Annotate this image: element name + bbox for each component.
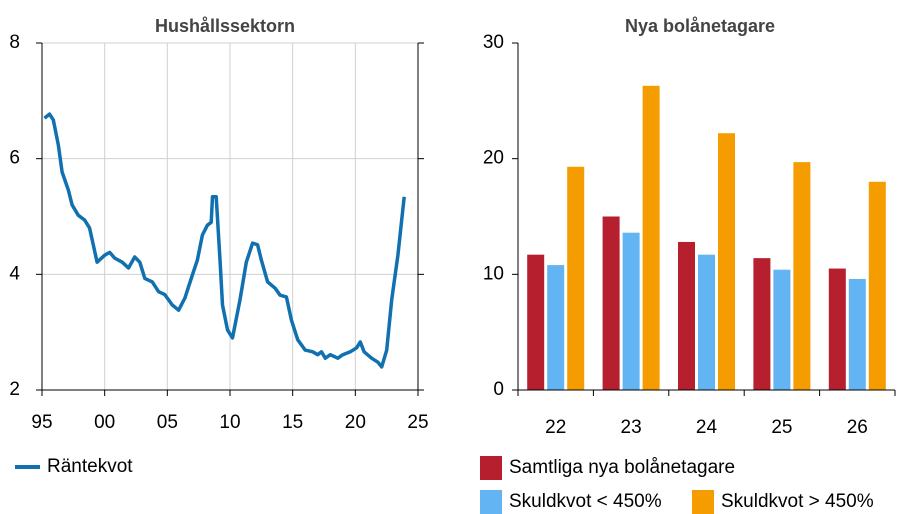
- bar: [642, 85, 660, 391]
- bar: [773, 269, 791, 390]
- bar: [868, 181, 886, 390]
- y-tick-label: 4: [9, 263, 20, 284]
- legend-swatch: [692, 490, 714, 514]
- x-tick-label: 00: [94, 412, 115, 433]
- legend-label: Skuldkvot > 450%: [721, 491, 874, 512]
- x-tick-label: 26: [847, 417, 868, 438]
- bar: [793, 162, 811, 390]
- x-tick-label: 23: [621, 417, 642, 438]
- bar: [678, 241, 695, 390]
- y-tick-label: 0: [493, 379, 504, 400]
- line-series: [43, 112, 406, 369]
- y-tick-label: 2: [9, 379, 20, 400]
- bar: [527, 254, 545, 390]
- chart-title: Nya bolånetagare: [625, 16, 775, 36]
- bar: [622, 232, 640, 390]
- bar: [828, 268, 846, 390]
- x-tick-label: 22: [545, 417, 566, 438]
- x-tick-label: 24: [696, 417, 718, 438]
- x-tick-label: 20: [345, 412, 366, 433]
- x-tick-label: 10: [219, 412, 240, 433]
- x-tick-label: 05: [157, 412, 178, 433]
- bar: [753, 258, 771, 390]
- bar: [547, 265, 565, 390]
- legend-swatch: [480, 490, 502, 514]
- bar: [698, 254, 715, 390]
- legend-label: Räntekvot: [47, 456, 133, 477]
- y-tick-label: 6: [9, 148, 20, 169]
- bar: [848, 278, 866, 390]
- y-tick-label: 8: [9, 32, 20, 53]
- y-tick-label: 30: [483, 32, 504, 53]
- chart-title: Hushållssektorn: [155, 16, 295, 36]
- x-tick-label: 15: [282, 412, 303, 433]
- y-tick-label: 20: [483, 148, 504, 169]
- bar: [602, 216, 620, 390]
- x-tick-label: 25: [771, 417, 792, 438]
- y-tick-label: 10: [483, 263, 504, 284]
- bar: [718, 133, 735, 390]
- legend-label: Skuldkvot < 450%: [509, 491, 662, 512]
- legend-label: Samtliga nya bolånetagare: [509, 457, 735, 478]
- bar: [567, 166, 585, 390]
- x-tick-label: 25: [407, 412, 428, 433]
- legend-swatch: [480, 456, 502, 480]
- x-tick-label: 95: [31, 412, 52, 433]
